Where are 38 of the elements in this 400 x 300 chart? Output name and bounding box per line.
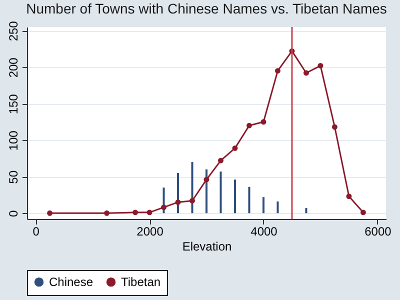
bar xyxy=(248,186,250,214)
y-tick-label: 250 xyxy=(6,20,20,42)
point xyxy=(132,210,138,216)
point xyxy=(246,122,252,128)
point xyxy=(146,210,152,216)
bar xyxy=(305,208,308,214)
x-tick-label: 2000 xyxy=(136,224,164,238)
y-tick-label: 50 xyxy=(6,170,20,184)
point xyxy=(232,145,238,151)
bar xyxy=(276,201,279,214)
y-tick-label: 100 xyxy=(6,130,20,151)
point xyxy=(47,210,53,216)
point xyxy=(204,176,210,182)
point xyxy=(104,210,110,216)
legend-label: Chinese xyxy=(49,275,94,290)
y-tick-label: 200 xyxy=(6,57,20,78)
bar xyxy=(262,197,264,214)
point xyxy=(332,124,338,130)
point xyxy=(318,62,324,68)
bar xyxy=(220,172,222,214)
x-tick-label: 0 xyxy=(32,224,40,238)
point xyxy=(190,198,195,204)
x-tick-label: 6000 xyxy=(364,224,392,238)
point xyxy=(218,158,224,164)
y-tick-label: 0 xyxy=(6,210,20,218)
point xyxy=(260,119,266,125)
point xyxy=(274,68,280,74)
point xyxy=(346,194,352,200)
point xyxy=(175,199,181,205)
point xyxy=(161,204,166,210)
chart-title: Number of Towns with Chinese Names vs. Tibetan Names xyxy=(26,0,387,17)
bar xyxy=(234,180,236,214)
x-axis-title: Elevation xyxy=(182,240,232,254)
x-tick-label: 4000 xyxy=(250,224,278,238)
point xyxy=(360,210,366,216)
y-tick-label: 150 xyxy=(6,94,20,114)
point xyxy=(303,70,309,76)
legend-label: Tibetan xyxy=(121,275,161,290)
